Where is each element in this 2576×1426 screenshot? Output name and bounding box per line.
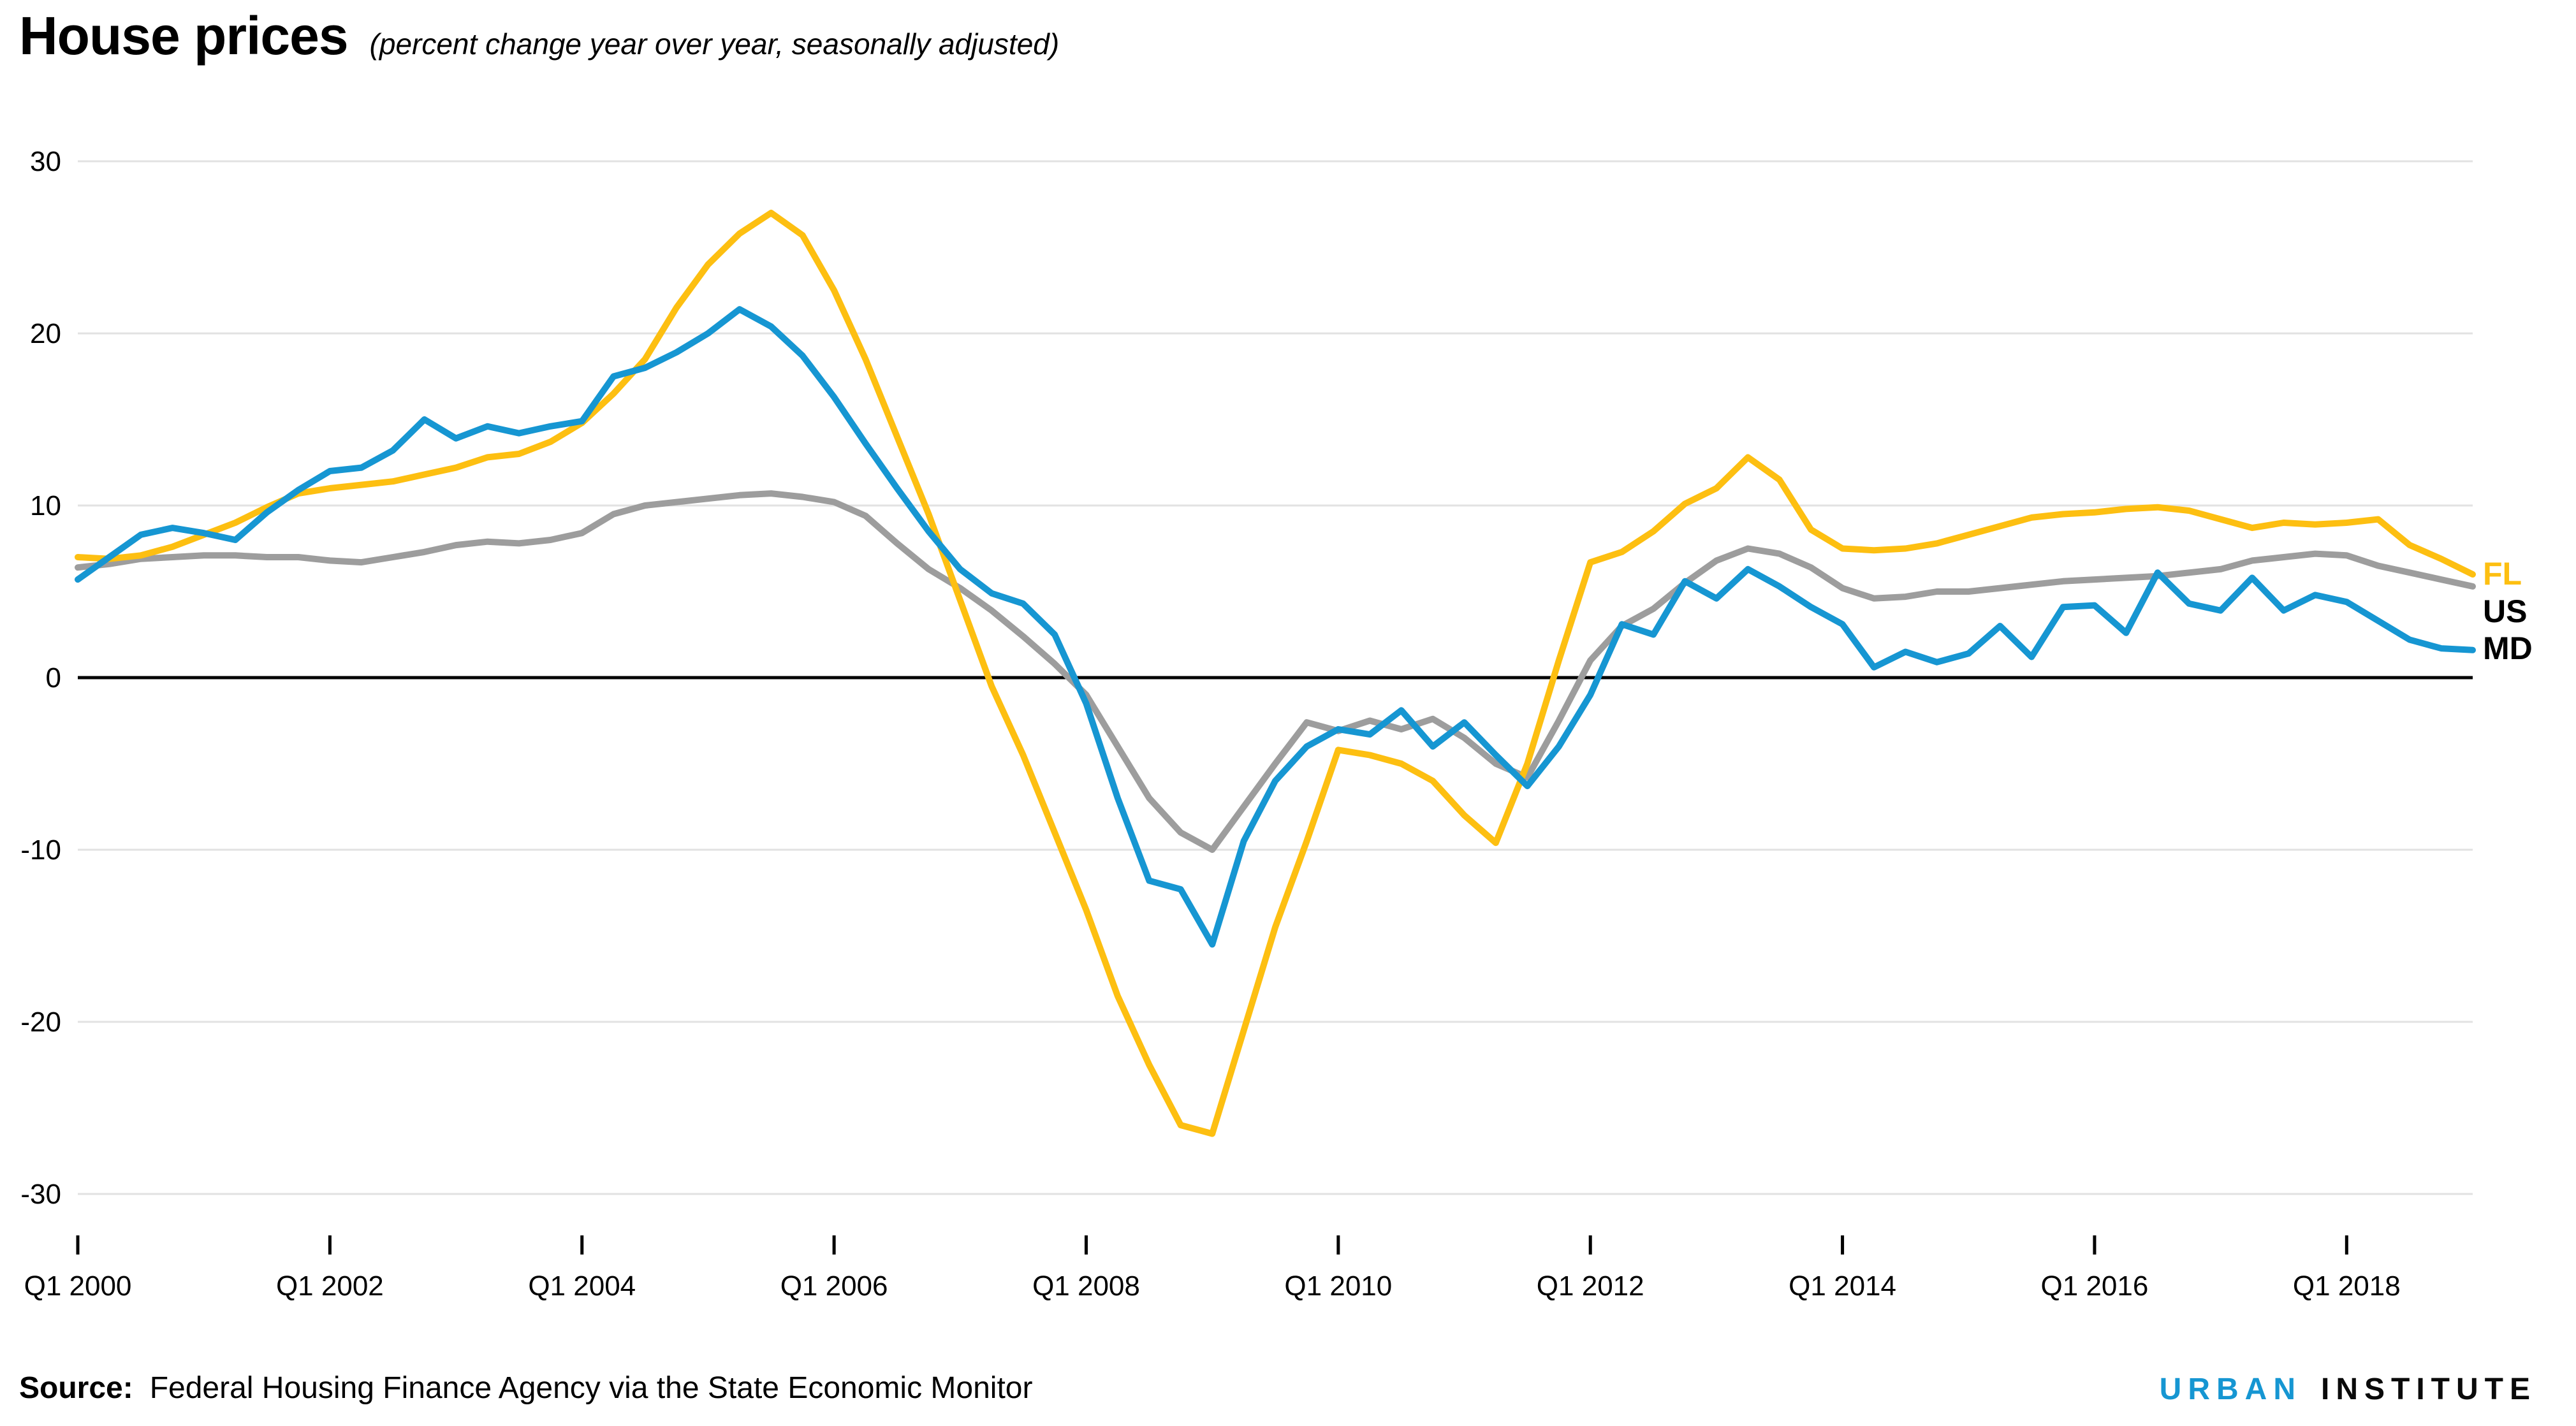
x-axis-label-Q1 2002: Q1 2002: [276, 1270, 384, 1302]
y-axis-label--20: -20: [20, 1007, 61, 1038]
page-title: House prices: [19, 6, 349, 66]
chart-header: House prices (percent change year over y…: [19, 5, 1059, 67]
series-line-US: [75, 490, 2476, 853]
y-axis-label--30: -30: [20, 1179, 61, 1210]
x-axis-label-Q1 2000: Q1 2000: [24, 1270, 132, 1302]
series-label-FL: FL: [2483, 556, 2522, 592]
logo-institute: INSTITUTE: [2321, 1372, 2536, 1406]
source-text: Federal Housing Finance Agency via the S…: [149, 1371, 1033, 1405]
x-axis-label-Q1 2014: Q1 2014: [1789, 1270, 1896, 1302]
urban-institute-logo: URBAN INSTITUTE: [2160, 1372, 2536, 1407]
y-axis-label--10: -10: [20, 834, 61, 866]
y-axis-label-20: 20: [30, 318, 61, 349]
series-line-MD: [75, 306, 2476, 948]
y-axis-label-30: 30: [30, 146, 61, 177]
source-label: Source:: [19, 1371, 133, 1405]
x-axis-label-Q1 2010: Q1 2010: [1284, 1270, 1392, 1302]
x-axis-label-Q1 2006: Q1 2006: [780, 1270, 888, 1302]
series-label-MD: MD: [2483, 630, 2533, 666]
x-axis-label-Q1 2016: Q1 2016: [2041, 1270, 2149, 1302]
x-axis-label-Q1 2018: Q1 2018: [2293, 1270, 2401, 1302]
x-axis-label-Q1 2004: Q1 2004: [528, 1270, 636, 1302]
series-line-FL: [75, 210, 2476, 1137]
series-label-US: US: [2483, 593, 2527, 629]
x-axis-label-Q1 2008: Q1 2008: [1032, 1270, 1140, 1302]
logo-urban: URBAN: [2159, 1372, 2302, 1406]
y-axis-label-0: 0: [46, 662, 61, 694]
source-note: Source: Federal Housing Finance Agency v…: [19, 1371, 1032, 1406]
y-axis-label-10: 10: [30, 490, 61, 521]
x-axis-label-Q1 2012: Q1 2012: [1537, 1270, 1644, 1302]
chart-subtitle: (percent change year over year, seasonal…: [369, 27, 1060, 61]
